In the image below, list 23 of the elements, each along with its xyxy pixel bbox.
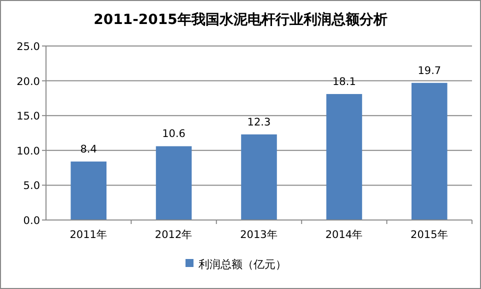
y-tick-label: 5.0: [23, 180, 40, 192]
x-tick-label: 2014年: [325, 229, 364, 241]
bar: [412, 82, 448, 220]
x-tick-label: 2013年: [240, 229, 278, 241]
bar: [326, 94, 362, 220]
y-tick-label: 15.0: [16, 110, 40, 123]
data-label: 8.4: [80, 144, 98, 156]
x-tick-label: 2012年: [154, 229, 193, 241]
y-tick-label: 0.0: [23, 215, 40, 227]
x-tick-label: 2011年: [70, 229, 108, 241]
bar: [156, 146, 192, 220]
data-label: 18.1: [332, 76, 356, 88]
data-label: 10.6: [162, 128, 186, 140]
bar: [70, 162, 106, 220]
legend-label: 利润总额（亿元）: [198, 258, 286, 271]
bar: [241, 134, 277, 220]
x-tick-label: 2015年: [410, 229, 448, 241]
y-tick-label: 20.0: [16, 76, 40, 88]
y-tick-label: 25.0: [16, 41, 40, 53]
y-tick-label: 10.0: [16, 145, 40, 158]
data-label: 19.7: [418, 64, 442, 77]
chart-title: 2011-2015年我国水泥电杆行业利润总额分析: [94, 11, 388, 28]
data-label: 12.3: [247, 116, 271, 128]
